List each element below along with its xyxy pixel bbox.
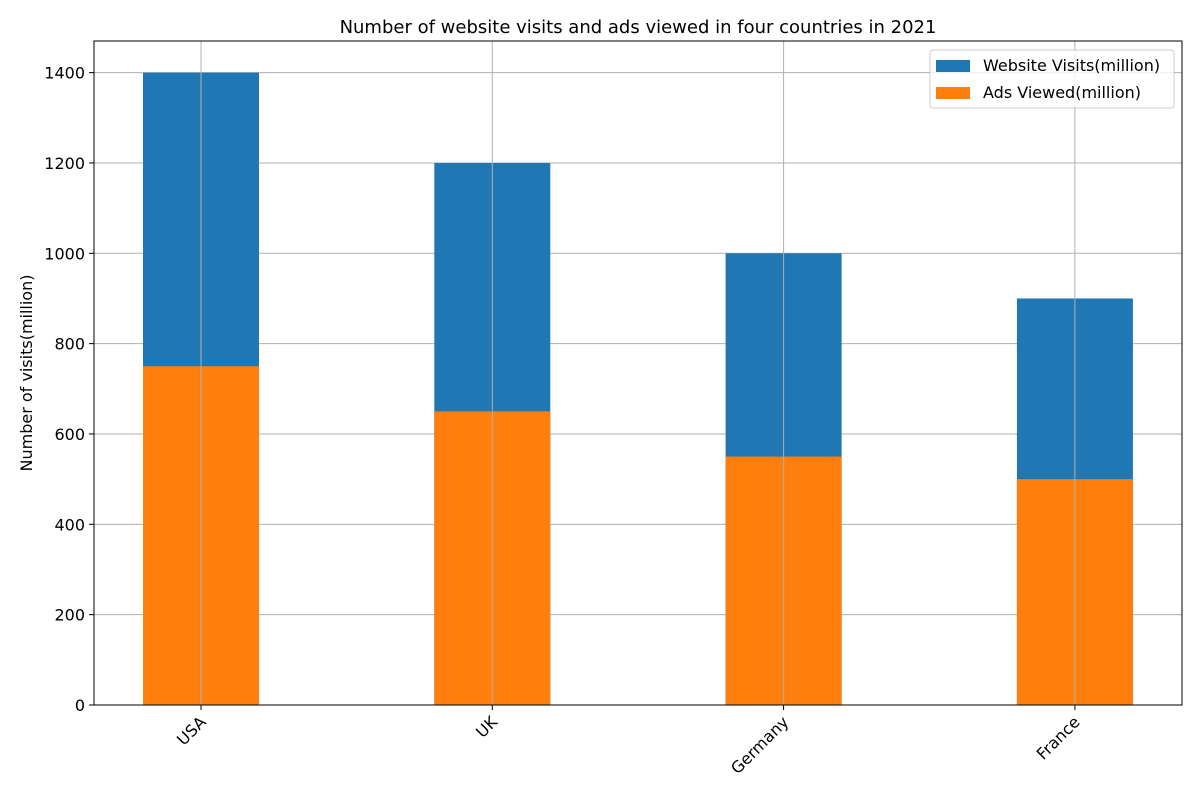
y-tick-label: 0	[75, 696, 85, 715]
legend-box	[929, 49, 1175, 109]
y-axis-label: Number of visits(million)	[17, 275, 36, 472]
chart-title: Number of website visits and ads viewed …	[340, 17, 937, 38]
y-tick-label: 600	[54, 425, 85, 444]
x-grid-layer	[200, 41, 1076, 705]
y-tick-label: 1400	[44, 64, 85, 83]
legend-swatch	[936, 87, 970, 99]
y-tick-label: 1000	[44, 244, 85, 263]
y-tick-label: 1200	[44, 154, 85, 173]
plot-frame	[93, 40, 1183, 706]
legend: Website Visits(million) Ads Viewed(millio…	[929, 49, 1175, 109]
legend-label: Ads Viewed(million)	[983, 83, 1141, 102]
legend-swatch	[936, 60, 970, 72]
y-tick-label: 200	[54, 606, 85, 625]
y-tick-label: 800	[54, 335, 85, 354]
legend-label: Website Visits(million)	[983, 56, 1160, 75]
y-tick-label: 400	[54, 515, 85, 534]
axes-layer	[93, 40, 1183, 706]
y-ticks-layer: 0 200 400 600 800 1000 1200 1400	[44, 64, 94, 715]
